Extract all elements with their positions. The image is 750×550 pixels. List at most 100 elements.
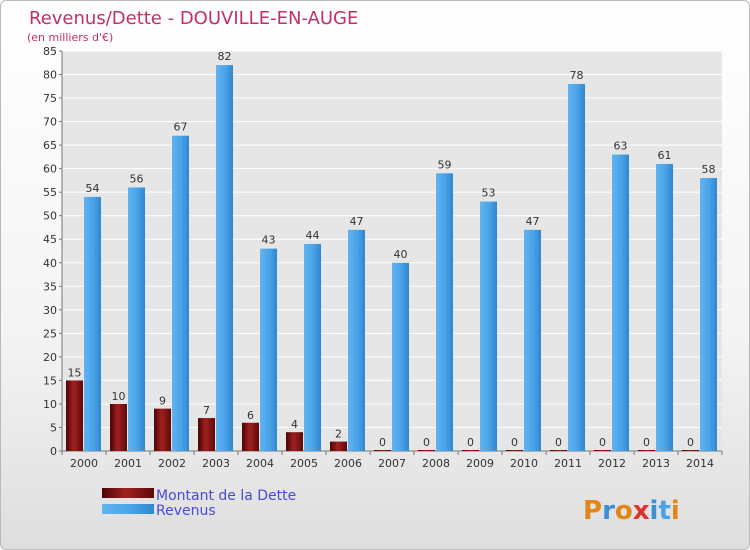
y-tick-label: 45 — [43, 233, 57, 246]
value-label-dette-2007: 0 — [379, 436, 386, 449]
value-label-dette-2009: 0 — [467, 436, 474, 449]
value-label-revenus-2006: 47 — [350, 215, 364, 228]
bar-revenus-2000 — [84, 196, 101, 451]
x-tick-label-2000: 2000 — [70, 457, 98, 470]
bar-dette-2001 — [110, 403, 127, 451]
value-label-revenus-2007: 40 — [394, 248, 408, 261]
value-label-dette-2005: 4 — [291, 418, 298, 431]
value-label-revenus-2014: 58 — [702, 163, 716, 176]
y-tick-label: 40 — [43, 257, 57, 270]
bar-revenus-2014 — [700, 178, 717, 451]
bar-dette-2010 — [506, 450, 523, 451]
legend-swatch-revenus — [102, 504, 154, 514]
value-label-revenus-2004: 43 — [262, 234, 276, 247]
legend-label-dette: Montant de la Dette — [156, 488, 296, 504]
value-label-dette-2008: 0 — [423, 436, 430, 449]
value-label-revenus-2008: 59 — [438, 158, 452, 171]
bar-revenus-2008 — [436, 173, 453, 451]
bar-revenus-2013 — [656, 163, 673, 452]
value-label-revenus-2011: 78 — [570, 69, 584, 82]
value-label-revenus-2000: 54 — [86, 182, 100, 195]
legend: Montant de la Dette Revenus — [102, 488, 296, 519]
value-label-dette-2011: 0 — [555, 436, 562, 449]
x-tick-label-2007: 2007 — [378, 457, 406, 470]
bar-dette-2011 — [550, 450, 567, 451]
x-tick-label-2014: 2014 — [686, 457, 714, 470]
bar-dette-2002 — [154, 408, 171, 451]
bar-dette-2008 — [418, 450, 435, 451]
value-label-dette-2012: 0 — [599, 436, 606, 449]
proxiti-logo-text: Proxiti — [583, 496, 680, 526]
bar-revenus-2007 — [392, 262, 409, 451]
bar-revenus-2003 — [216, 65, 233, 451]
x-tick-label-2004: 2004 — [246, 457, 274, 470]
x-tick-label-2008: 2008 — [422, 457, 450, 470]
value-label-dette-2001: 10 — [112, 390, 126, 403]
value-label-dette-2004: 6 — [247, 409, 254, 422]
y-tick-label: 0 — [50, 445, 57, 458]
bar-revenus-2011 — [568, 83, 585, 452]
bar-revenus-2010 — [524, 229, 541, 451]
value-label-dette-2000: 15 — [68, 366, 82, 379]
x-tick-label-2003: 2003 — [202, 457, 230, 470]
x-tick-label-2013: 2013 — [642, 457, 670, 470]
bar-dette-2013 — [638, 450, 655, 451]
x-tick-label-2011: 2011 — [554, 457, 582, 470]
value-label-revenus-2010: 47 — [526, 215, 540, 228]
y-tick-label: 70 — [43, 116, 57, 129]
y-tick-label: 35 — [43, 280, 57, 293]
value-label-revenus-2012: 63 — [614, 140, 628, 153]
value-label-dette-2014: 0 — [687, 436, 694, 449]
x-tick-label-2009: 2009 — [466, 457, 494, 470]
bar-dette-2012 — [594, 450, 611, 451]
bar-dette-2009 — [462, 450, 479, 451]
bar-dette-2000 — [66, 380, 83, 451]
y-tick-label: 60 — [43, 163, 57, 176]
value-label-revenus-2005: 44 — [306, 229, 320, 242]
bar-dette-2005 — [286, 432, 303, 451]
plot-area: 0510152025303540455055606570758085155420… — [43, 45, 723, 470]
proxiti-logo: Proxiti — [583, 496, 680, 526]
value-label-revenus-2009: 53 — [482, 187, 496, 200]
y-tick-label: 55 — [43, 186, 57, 199]
bar-dette-2006 — [330, 441, 347, 451]
y-tick-label: 25 — [43, 327, 57, 340]
bar-dette-2014 — [682, 450, 699, 451]
x-tick-label-2006: 2006 — [334, 457, 362, 470]
legend-label-revenus: Revenus — [156, 503, 216, 519]
value-label-revenus-2013: 61 — [658, 149, 672, 162]
value-label-dette-2013: 0 — [643, 436, 650, 449]
y-tick-label: 65 — [43, 139, 57, 152]
y-tick-label: 50 — [43, 210, 57, 223]
y-tick-label: 85 — [43, 45, 57, 58]
x-tick-label-2010: 2010 — [510, 457, 538, 470]
bar-revenus-2006 — [348, 229, 365, 451]
value-label-dette-2010: 0 — [511, 436, 518, 449]
y-tick-label: 15 — [43, 374, 57, 387]
bar-dette-2003 — [198, 418, 215, 451]
bar-revenus-2002 — [172, 135, 189, 452]
bar-dette-2004 — [242, 422, 259, 451]
bar-dette-2007 — [374, 450, 391, 451]
y-tick-label: 5 — [50, 421, 57, 434]
y-tick-label: 80 — [43, 69, 57, 82]
bar-revenus-2012 — [612, 154, 629, 451]
x-tick-label-2012: 2012 — [598, 457, 626, 470]
bar-revenus-2009 — [480, 201, 497, 451]
x-tick-label-2001: 2001 — [114, 457, 142, 470]
value-label-dette-2002: 9 — [159, 395, 166, 408]
value-label-revenus-2003: 82 — [218, 50, 232, 63]
y-tick-label: 20 — [43, 351, 57, 364]
bar-revenus-2005 — [304, 243, 321, 451]
legend-swatch-dette — [102, 488, 154, 498]
chart-title: Revenus/Dette - DOUVILLE-EN-AUGE — [29, 8, 358, 29]
value-label-dette-2003: 7 — [203, 404, 210, 417]
bar-revenus-2004 — [260, 248, 277, 451]
y-tick-label: 75 — [43, 92, 57, 105]
chart-subtitle: (en milliers d'€) — [27, 31, 113, 44]
y-tick-label: 10 — [43, 398, 57, 411]
value-label-revenus-2001: 56 — [130, 172, 144, 185]
y-tick-label: 30 — [43, 304, 57, 317]
